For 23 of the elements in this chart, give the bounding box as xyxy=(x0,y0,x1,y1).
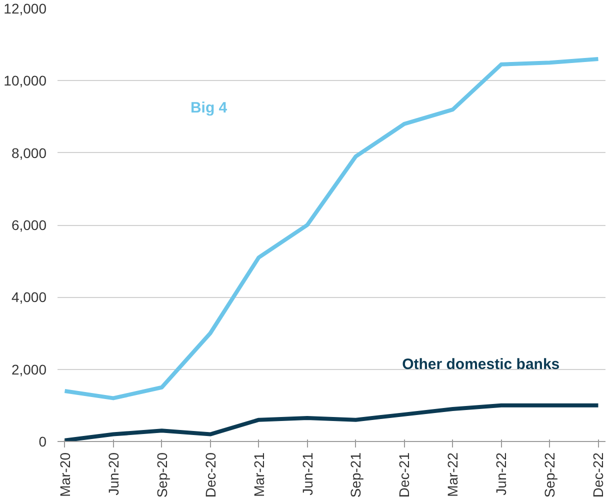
y-tick-label: 4,000 xyxy=(11,289,47,306)
x-tick-label: Dec-22 xyxy=(590,452,606,498)
text: Other domestic banks xyxy=(402,356,560,373)
line-series xyxy=(62,403,600,442)
x-tick-label: Sep-22 xyxy=(542,452,558,498)
x-tick-label: Jun-22 xyxy=(493,452,510,496)
text: Big 4 xyxy=(190,99,228,116)
y-tick-label: 12,000 xyxy=(4,0,47,16)
x-tick-label: Jun-20 xyxy=(105,452,122,496)
y-tick-label: 2,000 xyxy=(11,361,47,378)
x-tick-label: Dec-21 xyxy=(396,452,412,498)
x-tick-label: Mar-20 xyxy=(56,452,73,497)
x-tick-label: Mar-22 xyxy=(444,452,461,497)
y-tick-label: 0 xyxy=(38,434,47,450)
y-tick-label: 8,000 xyxy=(11,144,47,161)
x-tick-label: Mar-21 xyxy=(250,452,267,497)
x-tick-label: Jun-21 xyxy=(299,452,316,496)
x-tick-label: Sep-20 xyxy=(154,452,170,498)
x-tick-label: Sep-21 xyxy=(348,452,364,498)
x-tick-label: Dec-20 xyxy=(202,452,218,498)
y-tick-label: 6,000 xyxy=(11,217,47,233)
line-series xyxy=(62,57,600,400)
y-tick-label: 10,000 xyxy=(4,72,47,89)
